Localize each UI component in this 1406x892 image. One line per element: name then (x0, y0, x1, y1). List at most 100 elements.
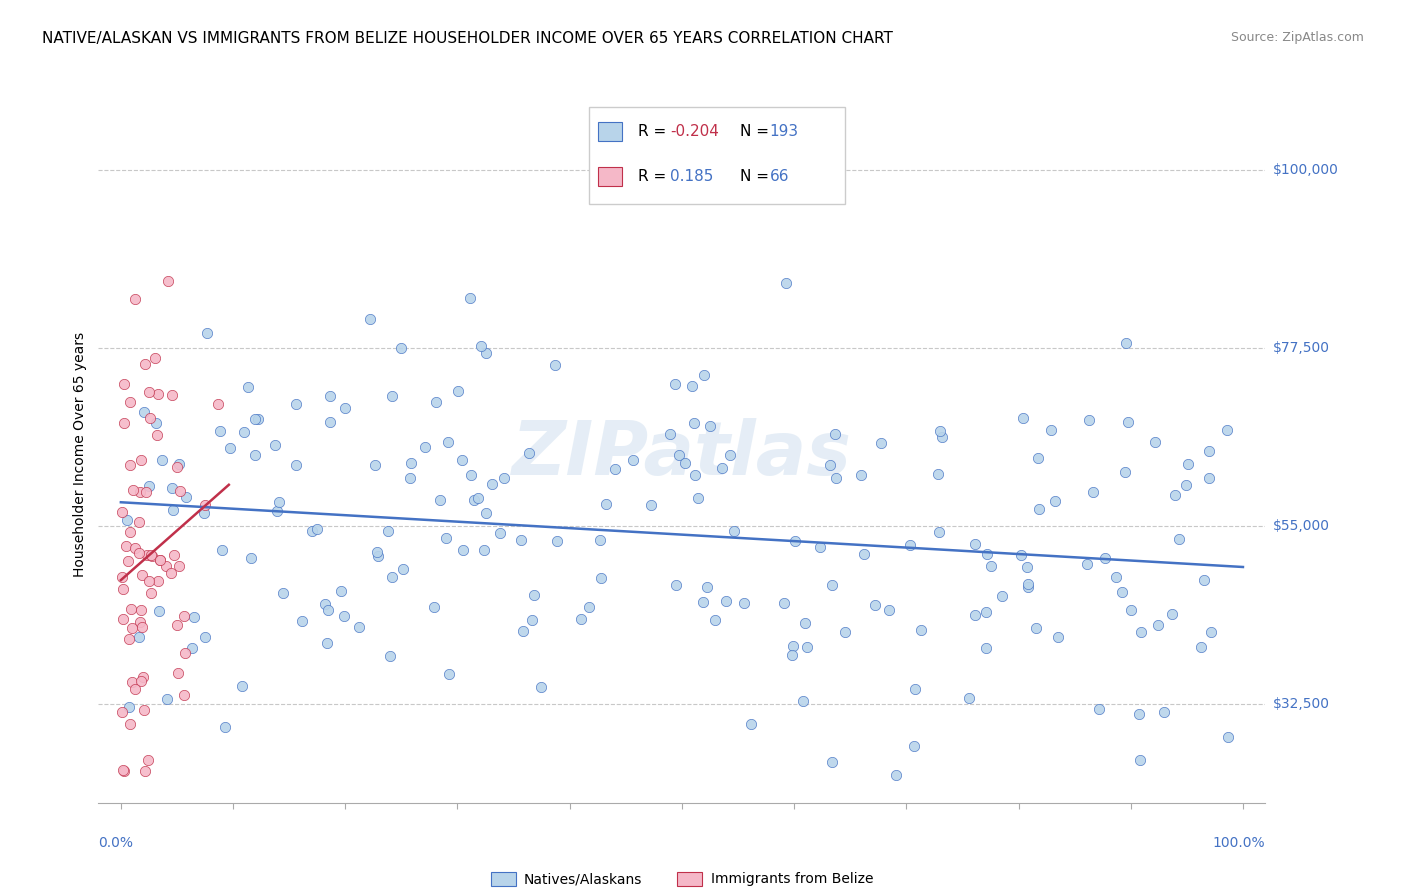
Point (884, 768, 907, 782)
Point (377, 524, 399, 539)
Point (128, 515, 150, 529)
Point (134, 358, 156, 372)
Point (1218, 730, 1240, 744)
Point (167, 558, 190, 573)
Point (1015, 560, 1038, 574)
Point (808, 540, 831, 554)
Point (149, 553, 172, 567)
Point (129, 602, 152, 616)
Point (458, 291, 481, 305)
Point (696, 580, 718, 594)
Point (118, 632, 141, 647)
Point (475, 506, 498, 520)
Point (910, 623, 932, 637)
Point (381, 389, 404, 403)
Point (928, 524, 950, 539)
Text: $100,000: $100,000 (1272, 163, 1339, 178)
Point (686, 491, 709, 506)
Point (333, 609, 356, 624)
Point (1039, 423, 1062, 437)
Point (1153, 705, 1175, 719)
Point (156, 692, 179, 706)
Point (120, 717, 142, 731)
Point (238, 380, 260, 394)
Point (1189, 640, 1212, 654)
Point (578, 600, 600, 615)
Point (510, 533, 533, 548)
Point (139, 410, 162, 425)
Point (129, 615, 152, 629)
Point (112, 763, 135, 777)
Point (517, 445, 540, 459)
Point (793, 615, 815, 630)
Text: 0.0%: 0.0% (98, 836, 134, 850)
Point (1144, 435, 1167, 450)
Point (359, 312, 381, 326)
Point (117, 554, 139, 568)
Point (668, 449, 690, 463)
Point (246, 412, 269, 426)
Point (1130, 625, 1153, 640)
Point (1128, 706, 1150, 721)
Point (1174, 478, 1197, 492)
Point (366, 545, 388, 559)
Point (1177, 457, 1199, 471)
Point (134, 703, 156, 717)
Point (239, 550, 262, 565)
Point (782, 639, 804, 653)
Point (692, 595, 714, 609)
Point (121, 621, 143, 635)
Point (723, 524, 745, 539)
Point (792, 693, 814, 707)
Point (931, 430, 953, 444)
Point (392, 562, 415, 576)
Point (149, 553, 172, 567)
Point (544, 358, 567, 372)
Point (118, 525, 141, 540)
Point (422, 600, 444, 615)
Point (131, 567, 153, 582)
Point (148, 574, 170, 588)
Point (231, 679, 253, 693)
Point (963, 607, 986, 622)
Point (1078, 413, 1101, 427)
Point (183, 610, 205, 624)
Point (780, 648, 803, 662)
Point (128, 631, 150, 645)
Point (166, 459, 188, 474)
Point (1201, 624, 1223, 639)
Point (595, 497, 617, 511)
Text: ZIPatlas: ZIPatlas (512, 418, 852, 491)
Point (156, 274, 179, 288)
Point (145, 351, 167, 365)
Point (520, 613, 543, 627)
Y-axis label: Householder Income Over 65 years: Householder Income Over 65 years (73, 333, 87, 577)
Point (305, 522, 328, 536)
Point (467, 491, 489, 505)
Point (974, 641, 997, 656)
Point (118, 395, 141, 409)
Text: 100.0%: 100.0% (1213, 836, 1265, 850)
Point (118, 458, 141, 472)
Text: $32,500: $32,500 (1272, 697, 1330, 711)
Point (685, 467, 707, 482)
Point (820, 755, 842, 769)
Point (437, 667, 460, 681)
FancyBboxPatch shape (598, 121, 623, 141)
Point (512, 624, 534, 639)
Point (1087, 701, 1109, 715)
Point (589, 533, 612, 547)
Point (111, 582, 134, 596)
Point (1081, 485, 1104, 500)
Point (488, 525, 510, 540)
Point (399, 471, 422, 485)
Point (267, 495, 290, 509)
Point (111, 612, 134, 626)
Point (128, 546, 150, 560)
Point (530, 681, 553, 695)
Point (718, 448, 741, 462)
Point (129, 673, 152, 688)
Point (166, 665, 188, 680)
Point (704, 613, 727, 627)
Point (273, 586, 295, 600)
